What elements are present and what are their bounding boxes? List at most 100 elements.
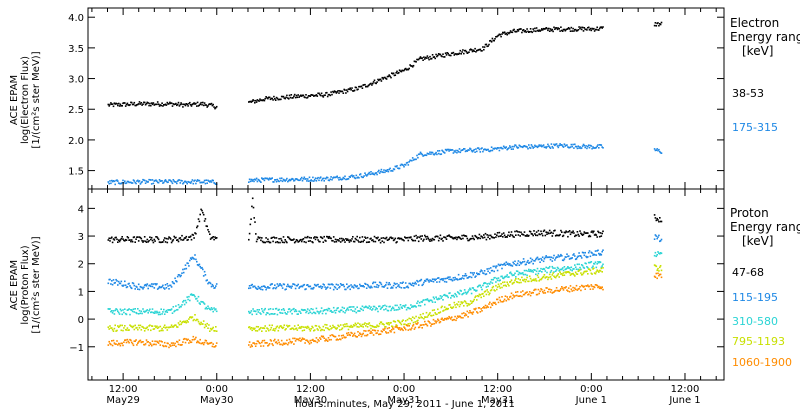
data-point	[483, 295, 485, 297]
data-point	[339, 178, 342, 181]
data-point	[196, 179, 199, 181]
electron-ytick-label: 1.5	[68, 167, 84, 178]
data-point	[168, 309, 170, 311]
data-point	[410, 304, 412, 306]
data-point	[598, 252, 600, 255]
data-point	[427, 57, 430, 59]
data-point	[131, 342, 134, 345]
data-point	[542, 230, 545, 233]
data-point	[262, 177, 265, 180]
data-point	[437, 239, 440, 242]
data-point	[409, 64, 411, 66]
data-point	[322, 335, 325, 338]
data-point	[444, 277, 447, 280]
data-point	[463, 234, 465, 237]
data-point	[454, 315, 456, 318]
data-point	[275, 286, 278, 289]
data-point	[266, 327, 268, 329]
data-point	[287, 283, 289, 286]
data-point	[417, 322, 419, 324]
data-point	[476, 295, 479, 297]
data-point	[138, 288, 141, 291]
data-point	[292, 239, 294, 241]
data-point	[443, 319, 445, 321]
data-point	[374, 240, 377, 243]
data-point	[461, 312, 463, 315]
data-point	[437, 235, 439, 238]
data-point	[530, 144, 533, 146]
data-point	[405, 308, 408, 311]
data-point	[557, 273, 560, 275]
data-point	[494, 276, 496, 279]
data-point	[575, 273, 578, 275]
data-point	[116, 340, 118, 342]
data-point	[361, 305, 364, 308]
data-point	[193, 318, 195, 321]
data-point	[491, 236, 494, 239]
data-point	[437, 298, 439, 301]
data-point	[337, 90, 339, 92]
data-point	[517, 260, 520, 262]
data-point	[352, 335, 354, 337]
data-point	[590, 29, 593, 32]
data-point	[510, 292, 513, 295]
data-point	[422, 59, 424, 61]
data-point	[656, 237, 658, 240]
data-point	[190, 180, 193, 183]
data-point	[143, 311, 146, 313]
data-point	[474, 308, 476, 311]
data-point	[289, 340, 292, 343]
data-point	[130, 339, 132, 342]
data-point	[264, 286, 266, 288]
data-point	[260, 313, 262, 315]
data-point	[339, 309, 342, 312]
data-point	[515, 291, 517, 293]
data-point	[204, 218, 207, 220]
data-point	[452, 51, 455, 54]
data-point	[298, 339, 300, 342]
data-point	[497, 34, 500, 37]
data-point	[502, 145, 505, 148]
data-point	[312, 308, 314, 311]
data-point	[209, 282, 212, 285]
data-point	[451, 307, 454, 309]
data-point	[267, 287, 270, 289]
data-point	[123, 327, 125, 329]
data-point	[427, 237, 430, 240]
data-point	[470, 149, 473, 152]
data-point	[582, 252, 585, 254]
data-point	[588, 250, 591, 252]
data-point	[542, 144, 545, 146]
data-point	[363, 330, 365, 332]
data-point	[299, 337, 301, 340]
data-point	[175, 324, 177, 327]
data-point	[169, 326, 172, 328]
data-point	[420, 324, 423, 326]
data-point	[109, 103, 111, 106]
data-point	[574, 28, 576, 31]
data-point	[457, 301, 460, 303]
proton-ylabel-line3: [1/(cm²s ster MeV)]	[31, 236, 42, 333]
data-point	[274, 329, 276, 332]
data-point	[477, 307, 480, 309]
data-point	[515, 230, 518, 232]
data-point	[385, 322, 388, 324]
data-point	[267, 328, 269, 330]
data-point	[502, 277, 504, 279]
data-point	[209, 342, 212, 344]
data-point	[477, 285, 480, 287]
data-point	[212, 236, 214, 238]
data-point	[589, 269, 592, 272]
data-point	[346, 90, 349, 93]
data-point	[491, 149, 494, 152]
data-point	[416, 302, 418, 304]
data-point	[656, 217, 658, 220]
data-point	[182, 320, 185, 323]
data-point	[273, 287, 275, 289]
data-point	[313, 236, 316, 238]
data-point	[519, 295, 521, 297]
data-point	[178, 237, 181, 240]
data-point	[445, 281, 448, 283]
data-point	[296, 313, 299, 315]
data-point	[455, 53, 457, 55]
